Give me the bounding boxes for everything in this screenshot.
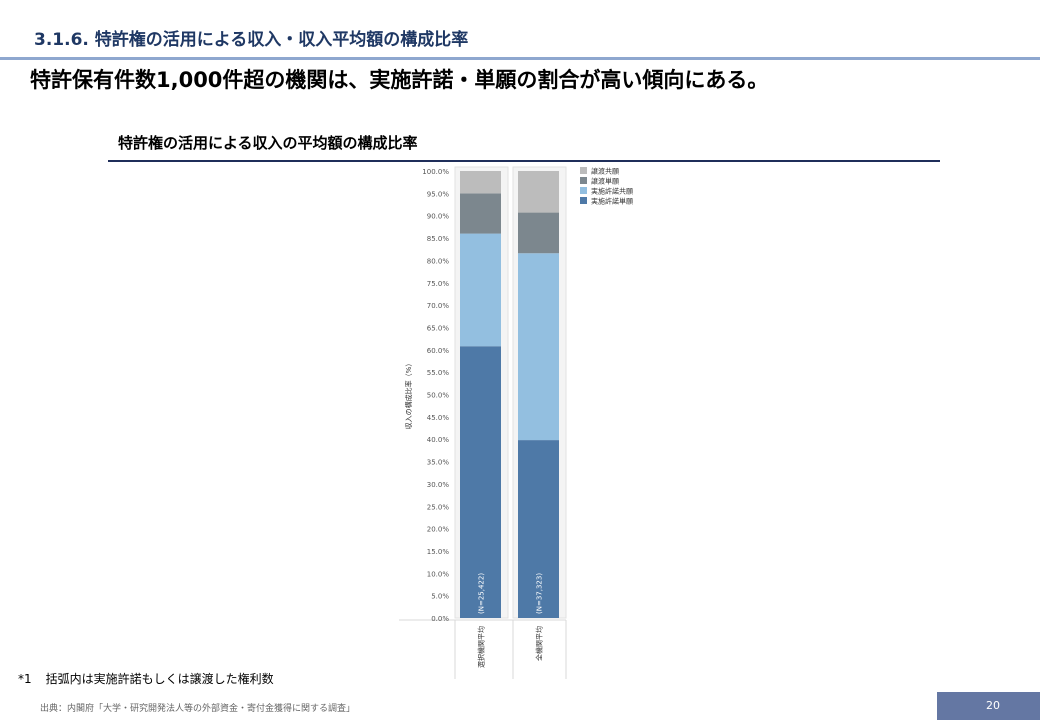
y-tick-label: 5.0% bbox=[431, 593, 449, 601]
legend-label: 実施許諾共願 bbox=[591, 187, 633, 196]
x-tick-label: 全機関平均 bbox=[535, 626, 544, 661]
bar-segment bbox=[460, 233, 501, 347]
bar-segment bbox=[460, 171, 501, 194]
x-tick-label: 選択機関平均 bbox=[477, 626, 486, 668]
y-tick-label: 55.0% bbox=[427, 369, 450, 377]
y-tick-label: 65.0% bbox=[427, 324, 450, 332]
y-tick-label: 15.0% bbox=[427, 548, 450, 556]
y-tick-label: 80.0% bbox=[427, 257, 450, 265]
bar-segment bbox=[518, 440, 559, 618]
y-tick-label: 20.0% bbox=[427, 526, 450, 534]
y-tick-label: 95.0% bbox=[427, 190, 450, 198]
footnote-mark: *1 bbox=[18, 672, 32, 686]
legend-label: 実施許諾単願 bbox=[591, 197, 633, 206]
bar-segment bbox=[518, 212, 559, 254]
chart-title-rule bbox=[108, 160, 940, 162]
bar-segment bbox=[518, 253, 559, 441]
legend-label: 譲渡単願 bbox=[591, 177, 619, 186]
y-tick-label: 60.0% bbox=[427, 347, 450, 355]
section-title: 3.1.6. 特許権の活用による収入・収入平均額の構成比率 bbox=[34, 30, 469, 50]
legend-swatch bbox=[580, 167, 587, 174]
y-tick-label: 75.0% bbox=[427, 280, 450, 288]
y-tick-label: 0.0% bbox=[431, 615, 449, 623]
y-tick-label: 25.0% bbox=[427, 503, 450, 511]
y-tick-label: 35.0% bbox=[427, 459, 450, 467]
source-note: 出典：内閣府「大学・研究開発法人等の外部資金・寄付金獲得に関する調査」 bbox=[40, 704, 356, 714]
y-tick-label: 85.0% bbox=[427, 235, 450, 243]
y-tick-label: 10.0% bbox=[427, 570, 450, 578]
stacked-bar-chart: 0.0% 5.0% 10.0% 15.0% 20.0% 25.0% 30.0% 35.0% 40… bbox=[399, 166, 633, 679]
bar-segment bbox=[460, 193, 501, 234]
page-number: 20 bbox=[937, 692, 1040, 720]
bar-segment bbox=[460, 346, 501, 618]
headline: 特許保有件数1,000件超の機関は、実施許諾・単願の割合が高い傾向にある。 bbox=[30, 68, 769, 92]
y-tick-label: 50.0% bbox=[427, 392, 450, 400]
legend-swatch bbox=[580, 187, 587, 194]
footnote: *1 括弧内は実施許諾もしくは譲渡した権利数 bbox=[18, 670, 274, 687]
y-tick-label: 30.0% bbox=[427, 481, 450, 489]
y-tick-label: 100.0% bbox=[422, 168, 449, 176]
bar-segment bbox=[518, 171, 559, 213]
bar-data-label: (N=37,323) bbox=[536, 573, 544, 614]
y-tick-label: 45.0% bbox=[427, 414, 450, 422]
chart-title: 特許権の活用による収入の平均額の構成比率 bbox=[118, 134, 418, 152]
y-axis-title: 収入の構成比率（%） bbox=[404, 360, 413, 430]
section-title-rule bbox=[0, 57, 1040, 60]
legend-swatch bbox=[580, 177, 587, 184]
y-tick-label: 40.0% bbox=[427, 436, 450, 444]
y-tick-label: 70.0% bbox=[427, 302, 450, 310]
bar-data-label: (N=25,422) bbox=[478, 573, 486, 614]
legend-label: 譲渡共願 bbox=[591, 167, 619, 176]
y-tick-label: 90.0% bbox=[427, 213, 450, 221]
legend-swatch bbox=[580, 197, 587, 204]
footnote-text: 括弧内は実施許諾もしくは譲渡した権利数 bbox=[45, 672, 274, 686]
